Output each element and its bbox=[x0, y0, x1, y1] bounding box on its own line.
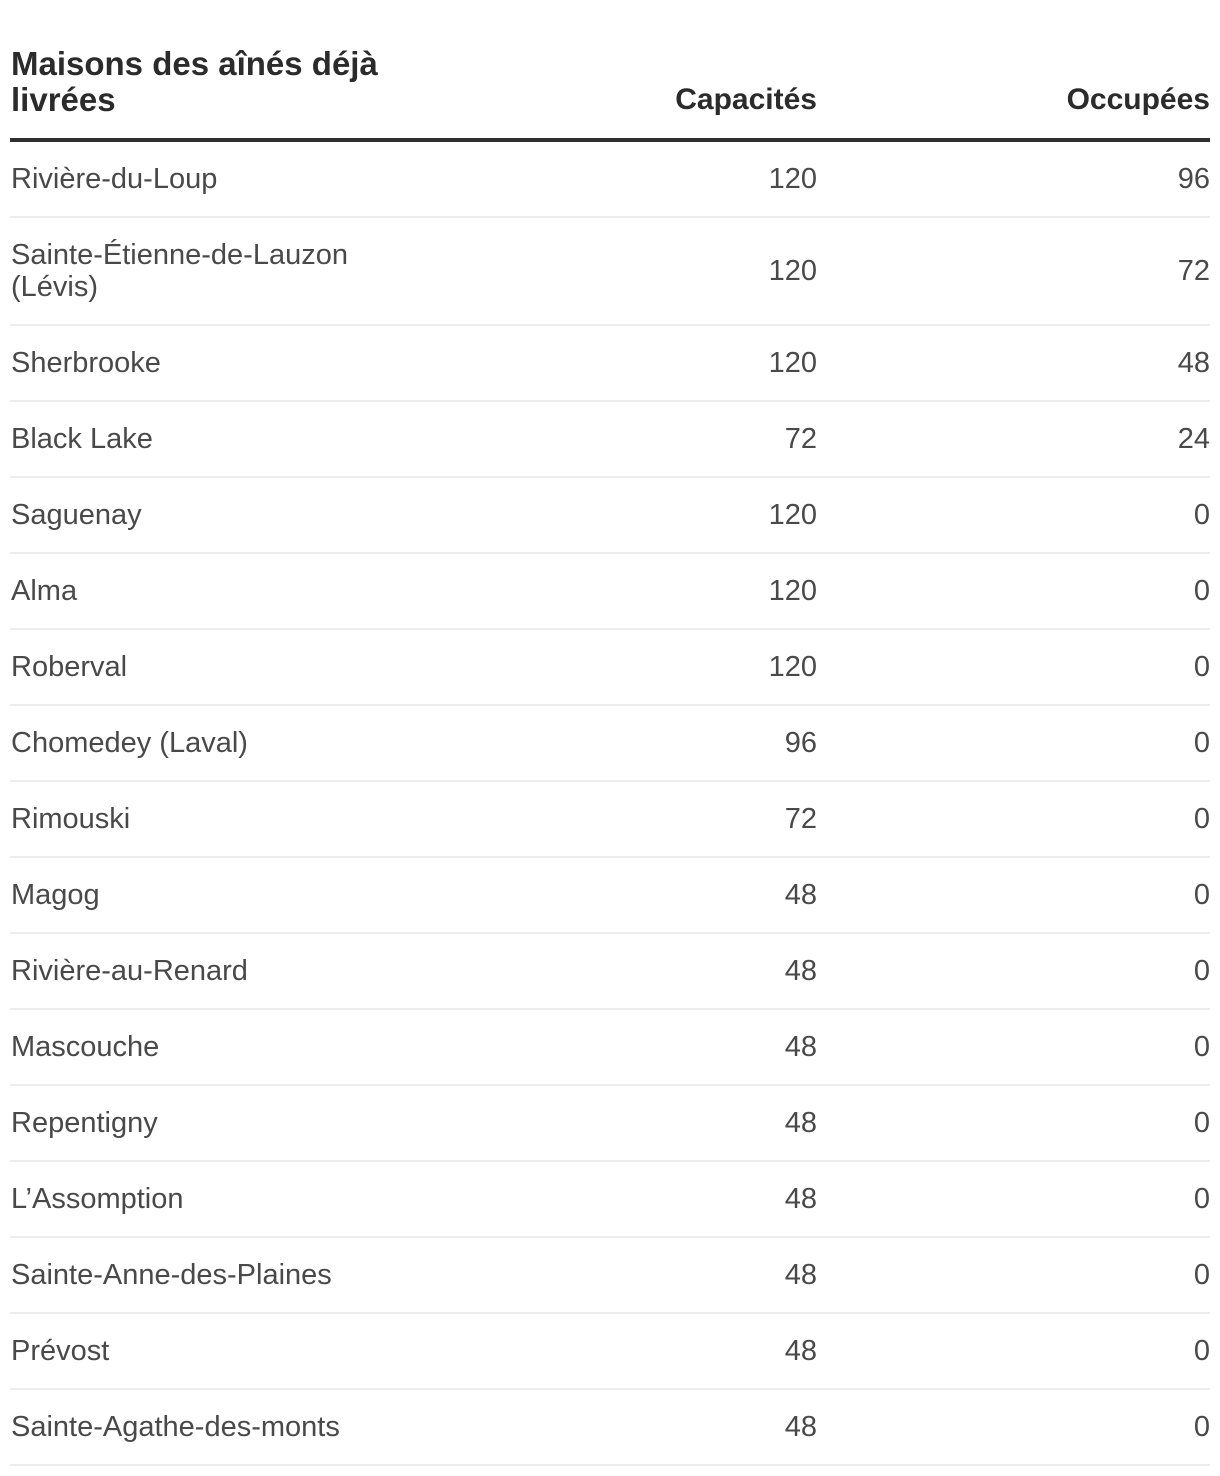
table-row: Prévost 48 0 bbox=[10, 1313, 1210, 1390]
table-row: Black Lake 72 24 bbox=[10, 401, 1210, 478]
table-row: Repentigny 48 0 bbox=[10, 1085, 1210, 1162]
row-occupees: 0 bbox=[817, 933, 1210, 1010]
row-capacites: 96 bbox=[410, 705, 817, 782]
table-body: Rivière-du-Loup 120 96 Sainte-Étienne-de… bbox=[10, 140, 1210, 1466]
row-occupees: 0 bbox=[817, 1237, 1210, 1314]
table-row: L’Assomption 48 0 bbox=[10, 1161, 1210, 1238]
table-row: Saguenay 120 0 bbox=[10, 477, 1210, 554]
row-occupees: 0 bbox=[817, 1161, 1210, 1238]
column-header-capacites: Capacités bbox=[410, 46, 817, 142]
table-row: Magog 48 0 bbox=[10, 857, 1210, 934]
row-name: Magog bbox=[10, 857, 410, 934]
row-capacites: 48 bbox=[410, 1313, 817, 1390]
row-name: Rivière-du-Loup bbox=[10, 140, 410, 218]
row-occupees: 24 bbox=[817, 401, 1210, 478]
row-occupees: 0 bbox=[817, 1085, 1210, 1162]
row-capacites: 120 bbox=[410, 629, 817, 706]
row-capacites: 72 bbox=[410, 401, 817, 478]
row-occupees: 0 bbox=[817, 1313, 1210, 1390]
row-occupees: 0 bbox=[817, 629, 1210, 706]
row-capacites: 48 bbox=[410, 933, 817, 1010]
table-row: Sherbrooke 120 48 bbox=[10, 325, 1210, 402]
row-name: Sainte-Anne-des-Plaines bbox=[10, 1237, 410, 1314]
row-capacites: 48 bbox=[410, 1009, 817, 1086]
table-row: Sainte-Agathe-des-monts 48 0 bbox=[10, 1389, 1210, 1466]
table-row: Rimouski 72 0 bbox=[10, 781, 1210, 858]
row-name: Sherbrooke bbox=[10, 325, 410, 402]
row-name: Repentigny bbox=[10, 1085, 410, 1162]
row-capacites: 48 bbox=[410, 1085, 817, 1162]
row-name: Rivière-au-Renard bbox=[10, 933, 410, 1010]
row-occupees: 48 bbox=[817, 325, 1210, 402]
row-capacites: 120 bbox=[410, 553, 817, 630]
row-name: L’Assomption bbox=[10, 1161, 410, 1238]
row-name: Sainte-Étienne-de-Lauzon (Lévis) bbox=[10, 217, 410, 326]
table-row: Rivière-au-Renard 48 0 bbox=[10, 933, 1210, 1010]
table-header: Maisons des aînés déjà livrées Capacités… bbox=[10, 46, 1210, 142]
row-capacites: 72 bbox=[410, 781, 817, 858]
row-name: Mascouche bbox=[10, 1009, 410, 1086]
row-occupees: 72 bbox=[817, 217, 1210, 326]
row-name: Alma bbox=[10, 553, 410, 630]
row-occupees: 0 bbox=[817, 1009, 1210, 1086]
row-capacites: 120 bbox=[410, 477, 817, 554]
row-capacites: 48 bbox=[410, 1161, 817, 1238]
row-name: Rimouski bbox=[10, 781, 410, 858]
row-occupees: 0 bbox=[817, 477, 1210, 554]
table-row: Mascouche 48 0 bbox=[10, 1009, 1210, 1086]
row-name: Black Lake bbox=[10, 401, 410, 478]
row-occupees: 0 bbox=[817, 553, 1210, 630]
row-name: Saguenay bbox=[10, 477, 410, 554]
row-capacites: 120 bbox=[410, 325, 817, 402]
table-header-row: Maisons des aînés déjà livrées Capacités… bbox=[10, 46, 1210, 142]
row-name: Prévost bbox=[10, 1313, 410, 1390]
table-row: Chomedey (Laval) 96 0 bbox=[10, 705, 1210, 782]
table-row: Alma 120 0 bbox=[10, 553, 1210, 630]
table-row: Roberval 120 0 bbox=[10, 629, 1210, 706]
row-occupees: 96 bbox=[817, 140, 1210, 218]
row-occupees: 0 bbox=[817, 857, 1210, 934]
row-occupees: 0 bbox=[817, 781, 1210, 858]
row-name: Roberval bbox=[10, 629, 410, 706]
row-capacites: 120 bbox=[410, 217, 817, 326]
table-row: Sainte-Anne-des-Plaines 48 0 bbox=[10, 1237, 1210, 1314]
row-name: Chomedey (Laval) bbox=[10, 705, 410, 782]
row-occupees: 0 bbox=[817, 705, 1210, 782]
row-name: Sainte-Agathe-des-monts bbox=[10, 1389, 410, 1466]
row-capacites: 48 bbox=[410, 1237, 817, 1314]
table-row: Rivière-du-Loup 120 96 bbox=[10, 140, 1210, 218]
maisons-table: Maisons des aînés déjà livrées Capacités… bbox=[10, 46, 1210, 1466]
row-capacites: 48 bbox=[410, 857, 817, 934]
row-capacites: 48 bbox=[410, 1389, 817, 1466]
row-capacites: 120 bbox=[410, 140, 817, 218]
column-header-maisons: Maisons des aînés déjà livrées bbox=[10, 46, 410, 142]
row-occupees: 0 bbox=[817, 1389, 1210, 1466]
column-header-occupees: Occupées bbox=[817, 46, 1210, 142]
table-row: Sainte-Étienne-de-Lauzon (Lévis) 120 72 bbox=[10, 217, 1210, 326]
